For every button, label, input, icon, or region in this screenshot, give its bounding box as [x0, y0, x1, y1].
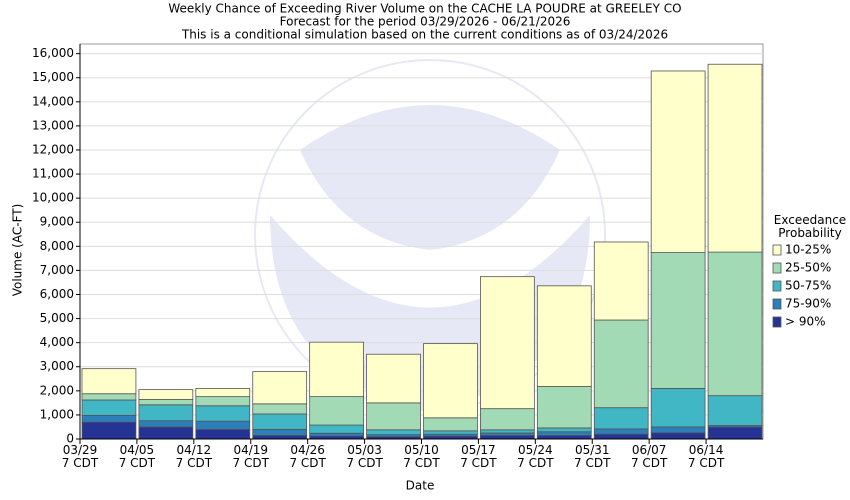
bar-segment	[536, 386, 592, 429]
bar-segment	[423, 417, 478, 432]
bar-segment	[366, 353, 421, 404]
y-tick-label: 2,000	[40, 383, 74, 397]
y-axis-label: Volume (AC-FT)	[11, 204, 25, 297]
bar-segment	[195, 388, 251, 398]
bar-segment	[650, 426, 706, 434]
bar-segment	[252, 403, 308, 415]
chart-title: Weekly Chance of Exceeding River Volume …	[168, 2, 681, 16]
x-tick-label: 03/29 7 CDT	[62, 443, 99, 470]
bar-segment	[81, 399, 137, 416]
x-tick-label: 06/14 7 CDT	[688, 443, 725, 470]
bar-segment	[480, 434, 535, 440]
bar-segment	[252, 371, 308, 405]
x-tick-label: 05/03 7 CDT	[346, 443, 383, 470]
y-tick-label: 13,000	[32, 118, 74, 132]
bar-segment	[366, 429, 421, 436]
x-tick-label: 05/24 7 CDT	[517, 443, 554, 470]
legend-swatch	[772, 244, 782, 256]
y-tick-label: 16,000	[32, 46, 74, 60]
bar-segment	[650, 432, 706, 440]
legend-title: Exceedance Probability	[774, 213, 846, 240]
legend-label: 75-90%	[785, 297, 831, 311]
bar-segment	[252, 413, 308, 430]
y-tick-label: 5,000	[40, 311, 74, 325]
bar-segment	[480, 408, 535, 431]
bar-segment	[423, 430, 478, 435]
x-tick-label: 04/05 7 CDT	[119, 443, 156, 470]
legend-label: > 90%	[785, 315, 826, 329]
legend-swatch	[772, 298, 782, 310]
bar-segment	[252, 434, 308, 440]
legend-label: 25-50%	[785, 261, 831, 275]
bar-segment	[707, 395, 763, 426]
bar-segment	[252, 428, 308, 436]
y-tick-label: 8,000	[40, 239, 74, 253]
y-tick-label: 0	[66, 432, 74, 446]
bar-segment	[138, 389, 194, 400]
bar-segment	[138, 420, 194, 428]
bar-segment	[195, 420, 251, 430]
legend-label: 10-25%	[785, 243, 831, 257]
bar-segment	[536, 427, 592, 433]
bar-segment	[707, 63, 763, 253]
bar-segment	[366, 402, 421, 431]
bar-segment	[309, 432, 364, 437]
bar-segment	[309, 396, 364, 426]
x-tick-label: 04/19 7 CDT	[233, 443, 270, 470]
y-tick-label: 9,000	[40, 215, 74, 229]
bar-segment	[650, 70, 706, 253]
legend-swatch	[772, 280, 782, 292]
chart-subtitle: Forecast for the period 03/29/2026 - 06/…	[280, 15, 571, 29]
x-axis-label: Date	[406, 479, 435, 493]
bar-segment	[593, 241, 649, 321]
y-tick-label: 3,000	[40, 359, 74, 373]
y-tick-label: 14,000	[32, 94, 74, 108]
bar-segment	[536, 434, 592, 440]
x-tick-label: 05/17 7 CDT	[460, 443, 497, 470]
bar-segment	[480, 429, 535, 434]
bar-segment	[593, 433, 649, 440]
bar-segment	[423, 343, 478, 419]
x-tick-label: 05/10 7 CDT	[403, 443, 440, 470]
x-tick-label: 06/07 7 CDT	[631, 443, 668, 470]
legend-swatch	[772, 316, 782, 328]
bar-segment	[195, 405, 251, 422]
y-tick-label: 15,000	[32, 70, 74, 84]
bar-segment	[138, 426, 194, 440]
bar-segment	[536, 285, 592, 387]
y-tick-label: 6,000	[40, 287, 74, 301]
bar-segment	[480, 276, 535, 410]
y-tick-label: 7,000	[40, 263, 74, 277]
bar-segment	[650, 388, 706, 428]
legend-label: 50-75%	[785, 279, 831, 293]
y-tick-label: 10,000	[32, 191, 74, 205]
bar-segment	[138, 404, 194, 422]
x-tick-label: 04/12 7 CDT	[176, 443, 213, 470]
chart-note: This is a conditional simulation based o…	[181, 28, 668, 42]
bar-segment	[138, 399, 194, 406]
bar-segment	[195, 396, 251, 407]
bar-segment	[707, 251, 763, 397]
bar-segment	[536, 431, 592, 436]
x-tick-label: 05/31 7 CDT	[574, 443, 611, 470]
bar-segment	[593, 407, 649, 430]
legend-swatch	[772, 262, 782, 274]
bar-segment	[81, 368, 137, 395]
bar-segment	[309, 341, 364, 398]
bar-segment	[81, 421, 137, 440]
y-tick-label: 11,000	[32, 167, 74, 181]
y-tick-label: 12,000	[32, 142, 74, 156]
bar-segment	[593, 428, 649, 435]
bar-segment	[81, 393, 137, 401]
bar-segment	[707, 426, 763, 440]
bar-segment	[81, 414, 137, 423]
x-tick-label: 04/26 7 CDT	[289, 443, 326, 470]
y-tick-label: 1,000	[40, 407, 74, 421]
y-tick-label: 4,000	[40, 335, 74, 349]
bar-segment	[195, 428, 251, 440]
bar-segment	[309, 424, 364, 434]
bar-segment	[650, 252, 706, 389]
bar-segment	[593, 319, 649, 409]
